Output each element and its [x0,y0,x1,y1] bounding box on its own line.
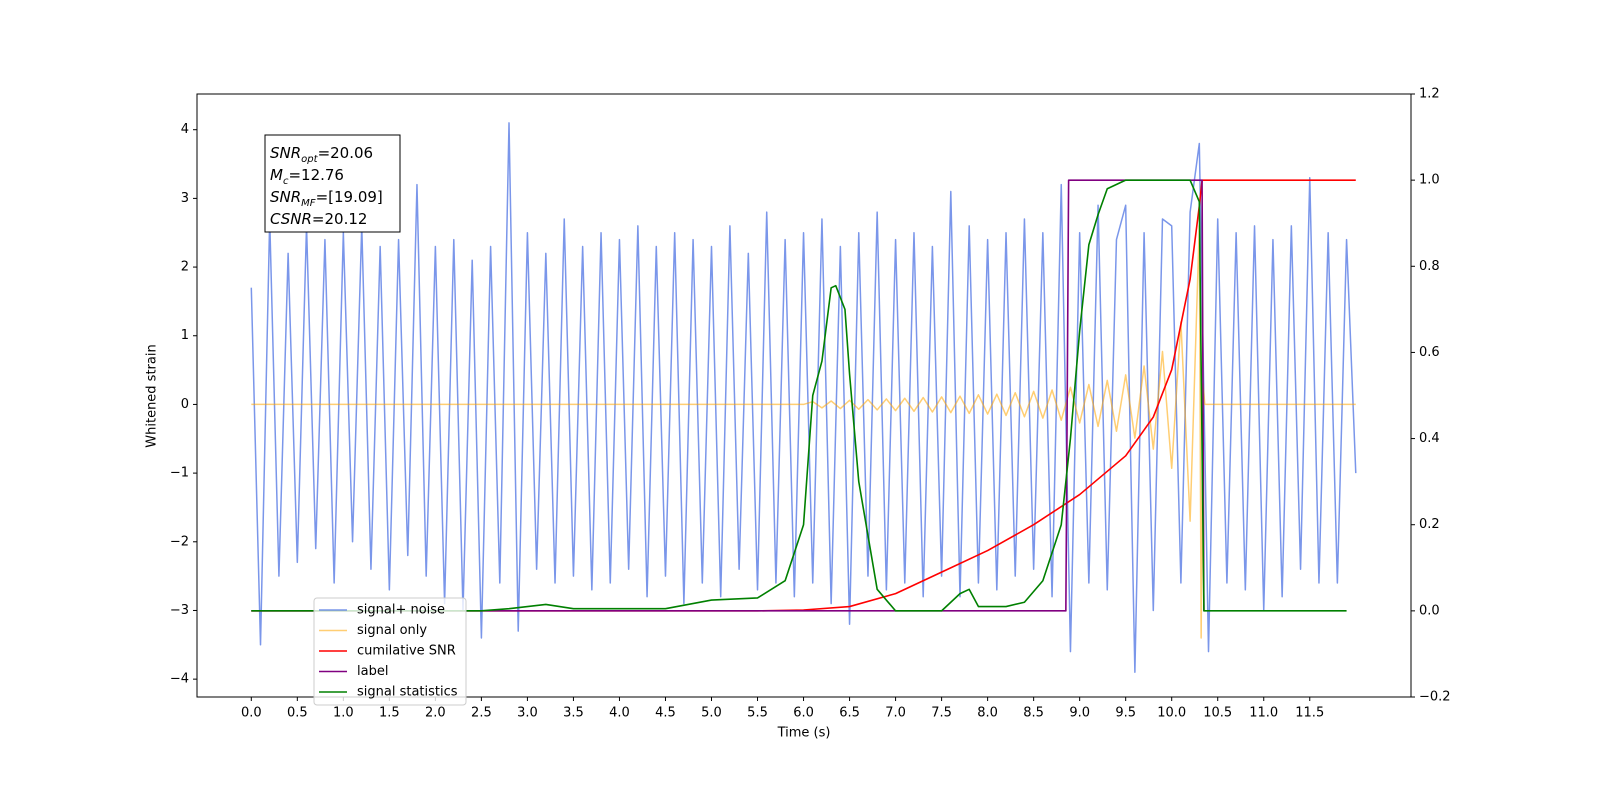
legend-frame [313,597,467,706]
x-tick-label: 1.5 [379,706,400,721]
x-tick-label: 11.0 [1249,706,1278,721]
y-tick-label: 2 [181,260,189,275]
x-tick-label: 3.0 [517,706,538,721]
x-tick-label: 10.0 [1157,706,1186,721]
x-tick-label: 2.0 [425,706,446,721]
annotation-symbol: CSNR [270,210,312,228]
legend-label: cumilative SNR [357,644,456,659]
x-tick-label: 8.0 [977,706,998,721]
y-tick-label: 0 [181,397,189,412]
x-tick-label: 9.5 [1115,706,1136,721]
y-tick-label: 4 [181,122,189,137]
y2-tick-label: 0.4 [1419,431,1440,446]
x-tick-label: 7.0 [885,706,906,721]
annotation-value: =[19.09] [316,188,383,206]
x-tick-label: 1.0 [333,706,354,721]
x-axis-label: Time (s) [777,726,831,741]
annotation-symbol: SNR [270,144,301,162]
series-line [251,179,1347,612]
x-tick-label: 4.0 [609,706,630,721]
x-tick-label: 2.5 [471,706,492,721]
series-line [250,122,1357,674]
x-tick-label: 5.5 [747,706,768,721]
y-axis-label: Whitened strain [145,344,160,447]
annotation-subscript: MF [301,198,316,209]
series-line [251,179,1205,612]
annotation-value: =20.12 [312,210,368,228]
x-tick-label: 9.0 [1069,706,1090,721]
y2-tick-label: 0.0 [1419,603,1440,618]
y-tick-label: −1 [170,466,189,481]
y2-tick-label: 1.2 [1419,87,1440,102]
legend-label: signal+ noise [357,603,445,618]
legend: signal+ noise signal only cumilative SNR la… [313,597,467,706]
x-tick-label: 10.5 [1203,706,1232,721]
y2-tick-label: 0.2 [1419,517,1440,532]
annotation: CSNR=20.12 [270,210,367,228]
annotation-value: =12.76 [288,166,344,184]
y-tick-label: −2 [170,534,189,549]
y-tick-label: −4 [170,672,189,687]
plot-area [250,122,1357,674]
annotation-box: SNRopt=20.06Mc=12.76SNRMF=[19.09]CSNR=20… [264,134,401,233]
y-tick-label: −3 [170,603,189,618]
series-line [251,179,1356,612]
annotation-subscript: opt [301,154,318,165]
x-tick-label: 6.5 [839,706,860,721]
annotation-frame [264,134,401,233]
annotation: SNRopt=20.06 [270,144,373,165]
annotation: SNRMF=[19.09] [270,188,383,209]
y2-tick-label: 0.8 [1419,259,1440,274]
series-line [251,225,1356,639]
annotation: Mc=12.76 [270,166,344,187]
y-tick-label: 1 [181,328,189,343]
annotation-subscript: c [283,176,289,187]
y2-tick-label: 0.6 [1419,345,1440,360]
y-tick-label: 3 [181,191,189,206]
x-tick-label: 8.5 [1023,706,1044,721]
legend-label: signal only [357,623,427,638]
legend-label: label [357,664,388,679]
annotation-symbol: SNR [270,188,301,206]
x-tick-label: 3.5 [563,706,584,721]
x-tick-label: 0.0 [241,706,262,721]
x-tick-label: 7.5 [931,706,952,721]
x-tick-label: 5.0 [701,706,722,721]
annotation-value: =20.06 [318,144,374,162]
x-tick-label: 6.0 [793,706,814,721]
annotation-symbol: M [270,166,283,184]
x-tick-label: 11.5 [1295,706,1324,721]
x-tick-label: 0.5 [287,706,308,721]
y2-tick-label: −0.2 [1419,690,1451,705]
legend-label: signal statistics [357,685,458,700]
y2-tick-label: 1.0 [1419,173,1440,188]
x-tick-label: 4.5 [655,706,676,721]
